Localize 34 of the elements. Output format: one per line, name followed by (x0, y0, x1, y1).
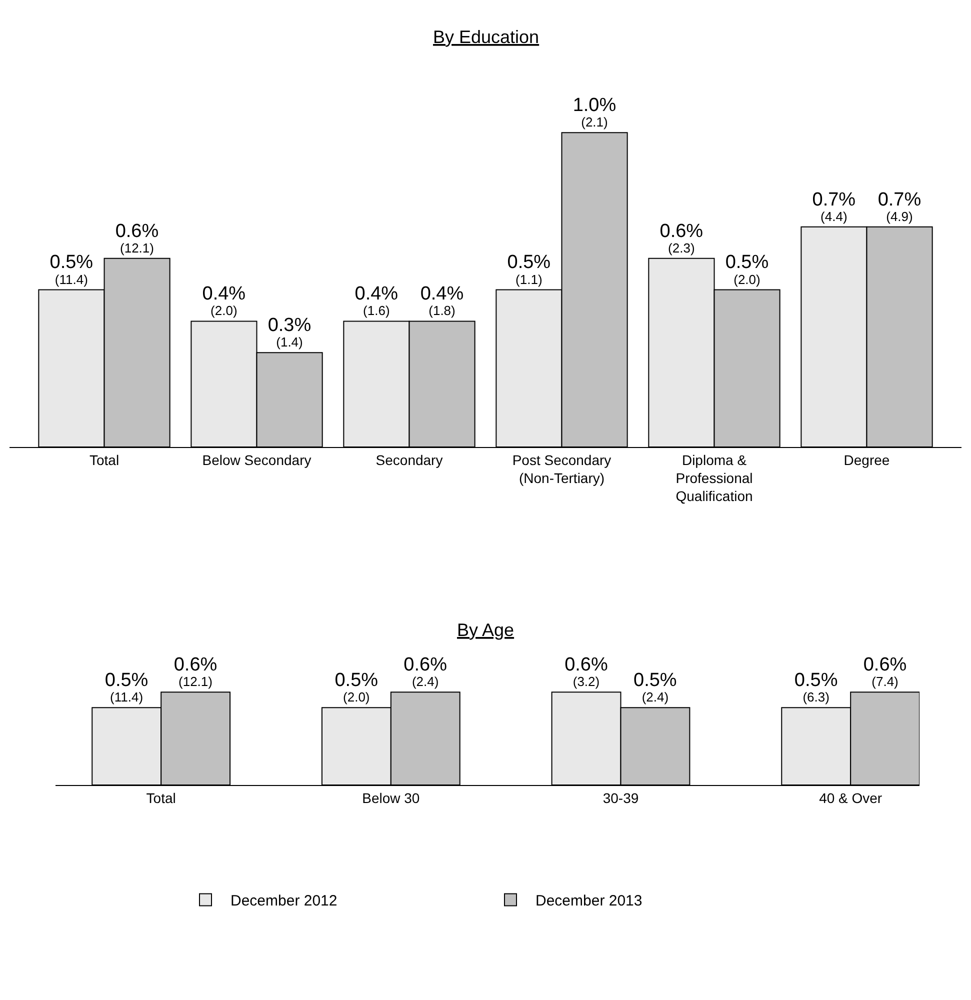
data-label: 1.0% (2.1) (572, 94, 616, 130)
legend-label: December 2013 (536, 892, 642, 910)
x-tick-label: Post Secondary (Non-Tertiary) (512, 452, 612, 486)
x-tick-label: Secondary (376, 452, 443, 468)
chart-title: By Education (433, 27, 540, 47)
data-label: 0.6% (3.2) (564, 654, 608, 690)
data-label: 0.5% (6.3) (794, 670, 838, 705)
data-label: 0.5% (11.4) (50, 252, 94, 287)
x-tick-label: Below 30 (362, 790, 420, 806)
chart-title: By Age (457, 620, 514, 640)
x-tick-label: Diploma & Professional Qualification (676, 452, 753, 504)
x-tick-label: 40 & Over (819, 790, 882, 806)
data-label: 0.5% (1.1) (507, 252, 551, 287)
data-label: 0.6% (7.4) (863, 654, 907, 690)
x-tick-label: Below Secondary (202, 452, 312, 468)
legend-label: December 2012 (230, 892, 338, 910)
data-label: 0.6% (12.1) (115, 220, 159, 256)
data-label: 0.5% (2.0) (334, 670, 378, 705)
data-label: 0.4% (2.0) (202, 284, 246, 318)
data-label: 0.4% (1.8) (420, 284, 464, 318)
x-tick-label: Degree (844, 452, 890, 468)
data-label: 0.6% (2.3) (660, 220, 704, 256)
x-tick-label: Total (89, 452, 120, 468)
data-label: 0.5% (2.4) (634, 670, 677, 705)
data-label: 0.5% (2.0) (725, 252, 769, 287)
data-label: 0.4% (1.6) (354, 284, 398, 318)
data-label: 0.6% (2.4) (404, 654, 448, 690)
data-label: 0.6% (12.1) (174, 654, 218, 690)
x-tick-label: Total (146, 790, 176, 806)
x-tick-label: 30-39 (602, 790, 639, 806)
data-label: 0.7% (4.9) (878, 189, 922, 224)
data-label: 0.3% (1.4) (268, 315, 312, 350)
data-label: 0.5% (11.4) (104, 670, 148, 705)
data-label: 0.7% (4.4) (812, 189, 856, 224)
